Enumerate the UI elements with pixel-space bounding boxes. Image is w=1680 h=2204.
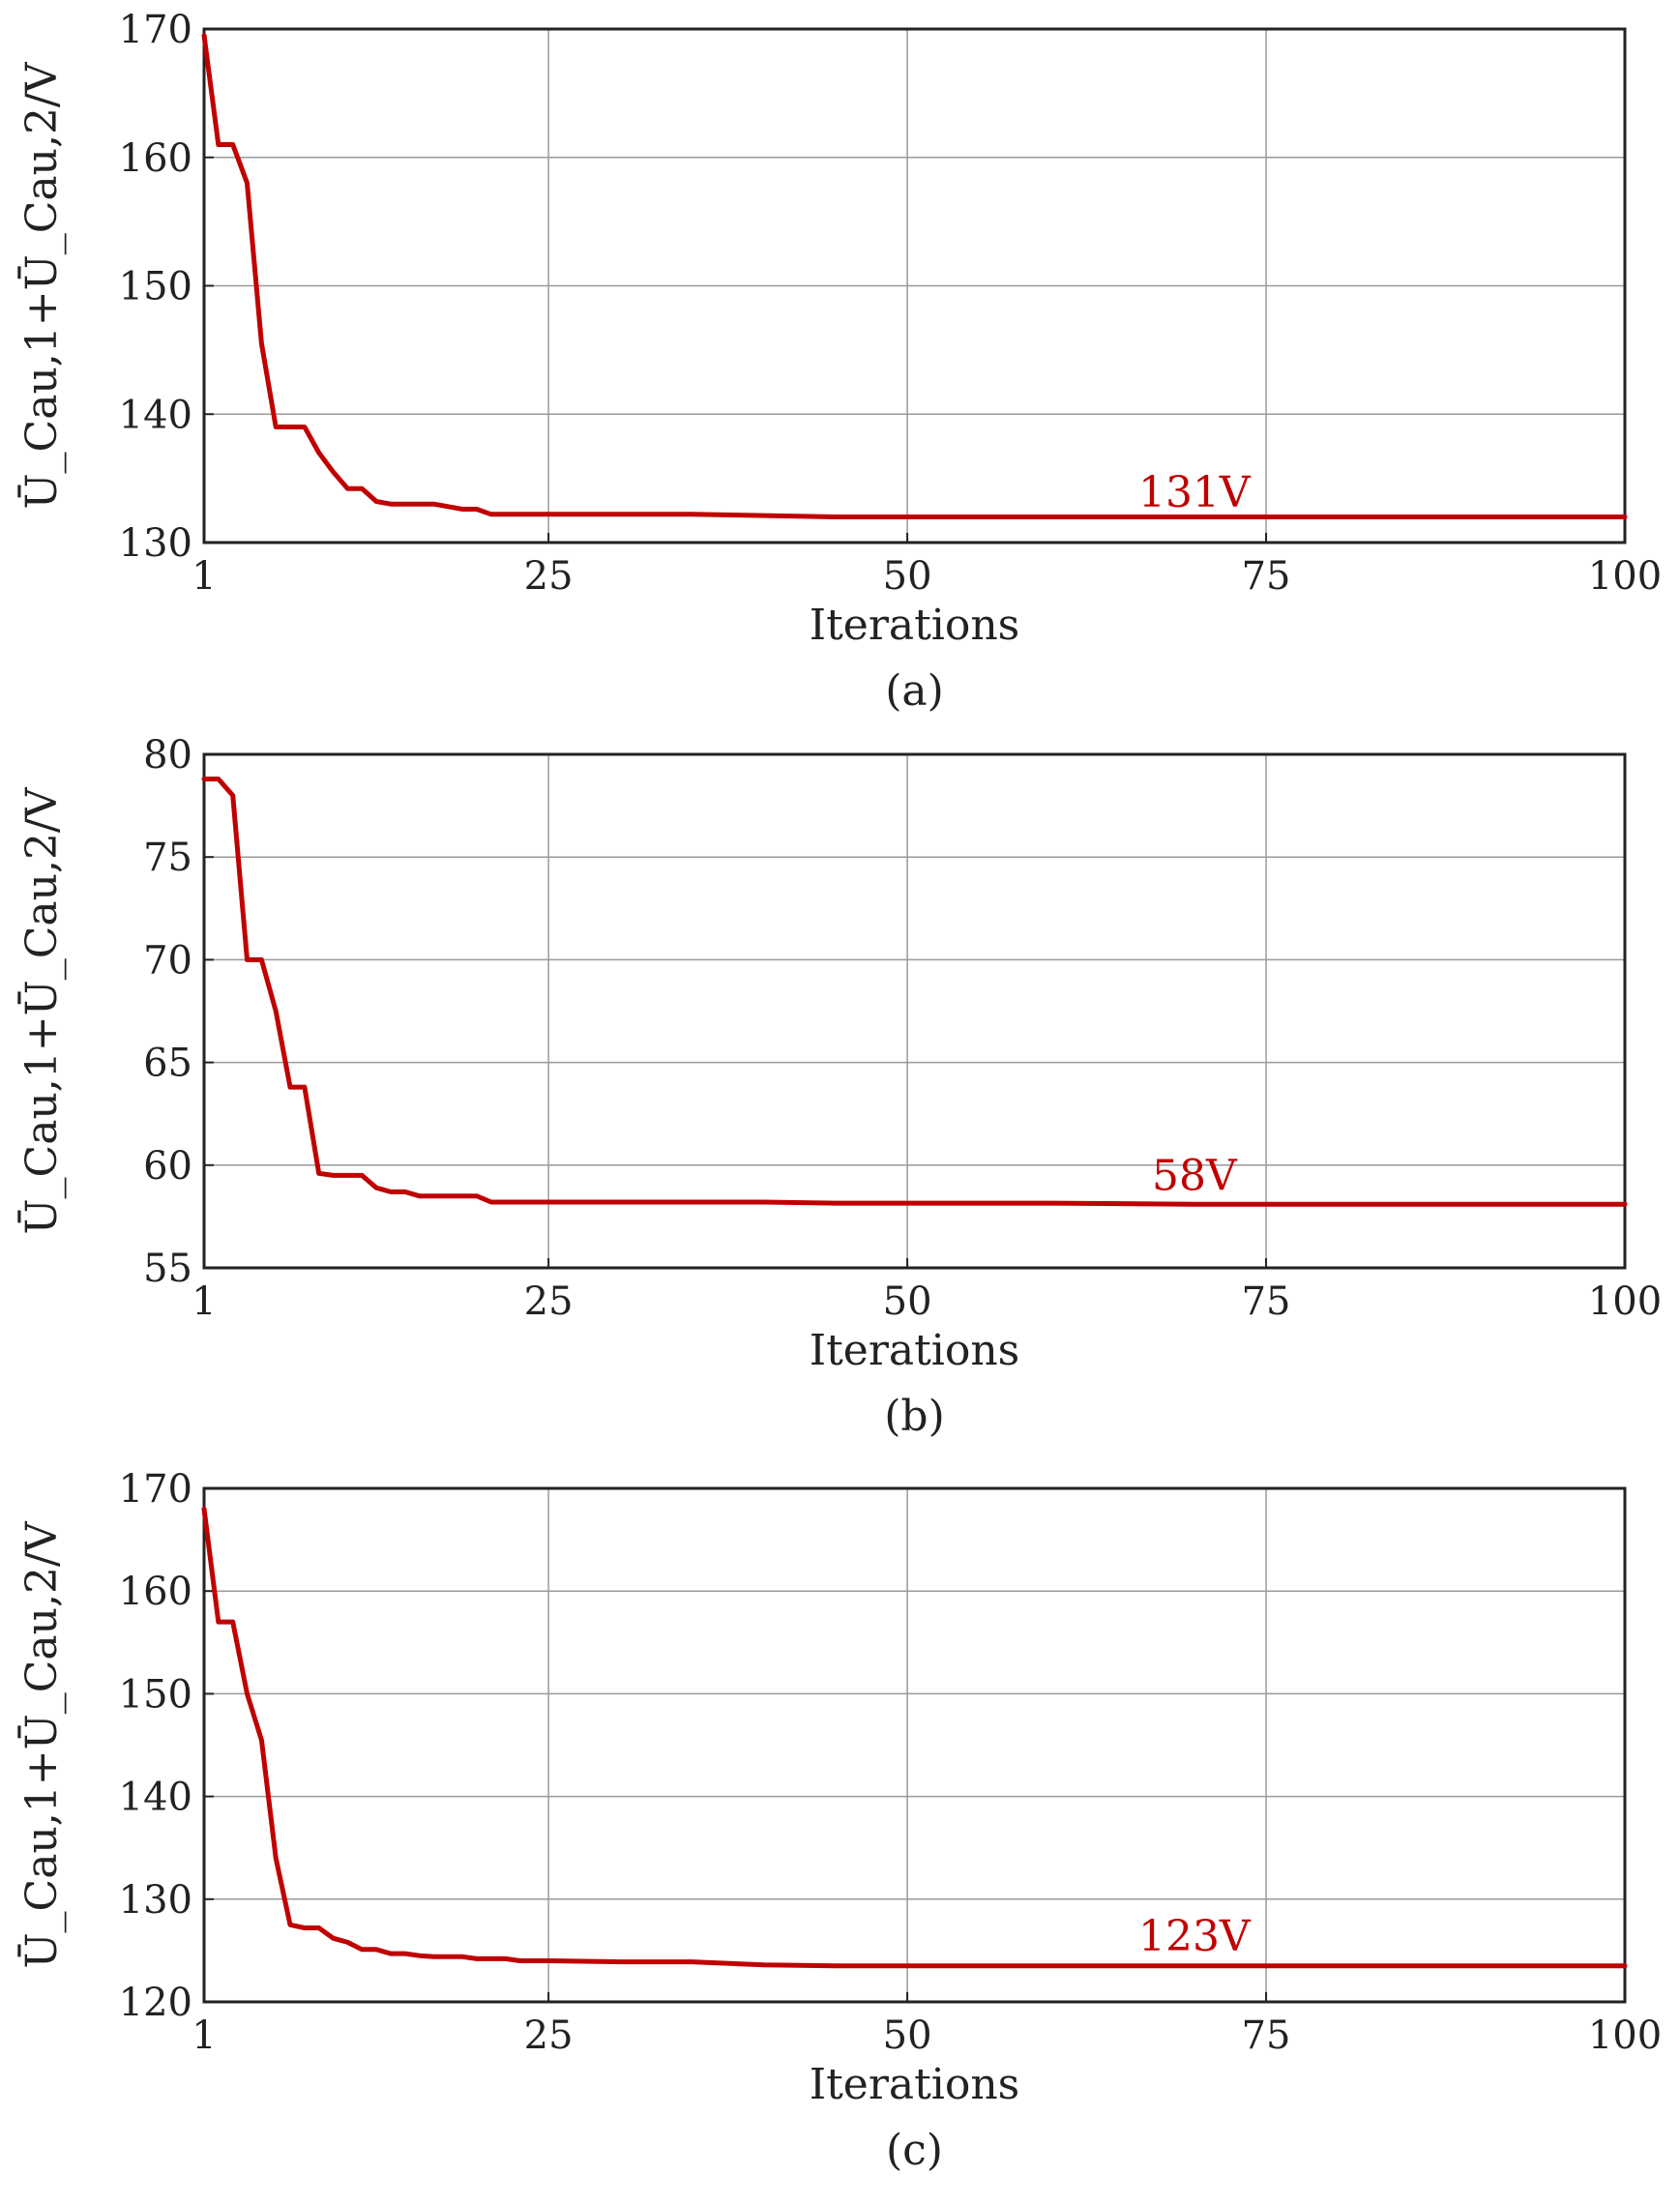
panel-caption: (b) [884, 1392, 945, 1441]
x-tick-label: 75 [1242, 2013, 1291, 2058]
y-axis-label: Ū_Cau,1+Ū_Cau,2/V [16, 61, 67, 509]
x-tick-label: 25 [524, 2013, 574, 2058]
x-tick-label: 50 [883, 554, 932, 599]
x-tick-label: 1 [192, 2013, 216, 2058]
y-tick-label: 65 [143, 1042, 192, 1086]
y-tick-label: 170 [119, 1467, 192, 1512]
y-tick-label: 150 [119, 265, 192, 309]
x-tick-label: 50 [883, 2013, 932, 2058]
y-tick-label: 80 [143, 733, 192, 778]
chart-panel-c: 1 25 50 75 100 120 130 140 150 160 170 123V Iteratio… [16, 1467, 1662, 2175]
y-tick-label: 160 [119, 136, 192, 181]
x-tick-label: 75 [1242, 554, 1291, 599]
panel-caption: (a) [885, 666, 944, 716]
x-tick-label: 100 [1588, 1279, 1662, 1324]
y-axis-label: Ū_Cau,1+Ū_Cau,2/V [16, 1520, 67, 1968]
x-axis-label: Iterations [810, 1326, 1020, 1375]
y-tick-label: 130 [119, 521, 192, 566]
y-tick-label: 70 [143, 938, 192, 983]
plot-frame [202, 752, 1627, 1270]
panel-caption: (c) [886, 2126, 943, 2175]
final-value-annotation: 123V [1138, 1912, 1252, 1961]
y-tick-label: 150 [119, 1672, 192, 1717]
x-tick-label: 75 [1242, 1279, 1291, 1324]
x-tick-label: 100 [1588, 554, 1662, 599]
x-tick-label: 25 [524, 1279, 574, 1324]
y-tick-label: 120 [119, 1981, 192, 2025]
y-tick-label: 140 [119, 1776, 192, 1820]
x-tick-label: 100 [1588, 2013, 1662, 2058]
y-tick-label: 140 [119, 393, 192, 437]
final-value-annotation: 58V [1152, 1151, 1238, 1200]
y-tick-label: 55 [143, 1247, 192, 1291]
chart-panel-b: 1 25 50 75 100 55 60 65 70 75 80 58V Iterations Ū_Cau… [16, 733, 1662, 1441]
x-axis-label: Iterations [810, 601, 1020, 650]
plot-frame [202, 1486, 1627, 2004]
series-line [201, 33, 1628, 519]
x-tick-label: 1 [192, 554, 216, 599]
series-line [201, 777, 1628, 1207]
y-axis-label: Ū_Cau,1+Ū_Cau,2/V [16, 786, 67, 1234]
y-tick-label: 75 [143, 836, 192, 880]
y-tick-label: 170 [119, 8, 192, 52]
chart-panel-a: 1 25 50 75 100 130 140 150 160 170 131V Iterations Ū… [16, 8, 1662, 716]
x-tick-label: 50 [883, 1279, 932, 1324]
y-tick-label: 130 [119, 1878, 192, 1923]
x-axis-label: Iterations [810, 2060, 1020, 2109]
series-line [201, 1506, 1628, 1969]
x-tick-label: 1 [192, 1279, 216, 1324]
final-value-annotation: 131V [1138, 468, 1252, 517]
y-tick-label: 60 [143, 1144, 192, 1189]
x-tick-label: 25 [524, 554, 574, 599]
y-tick-label: 160 [119, 1570, 192, 1614]
